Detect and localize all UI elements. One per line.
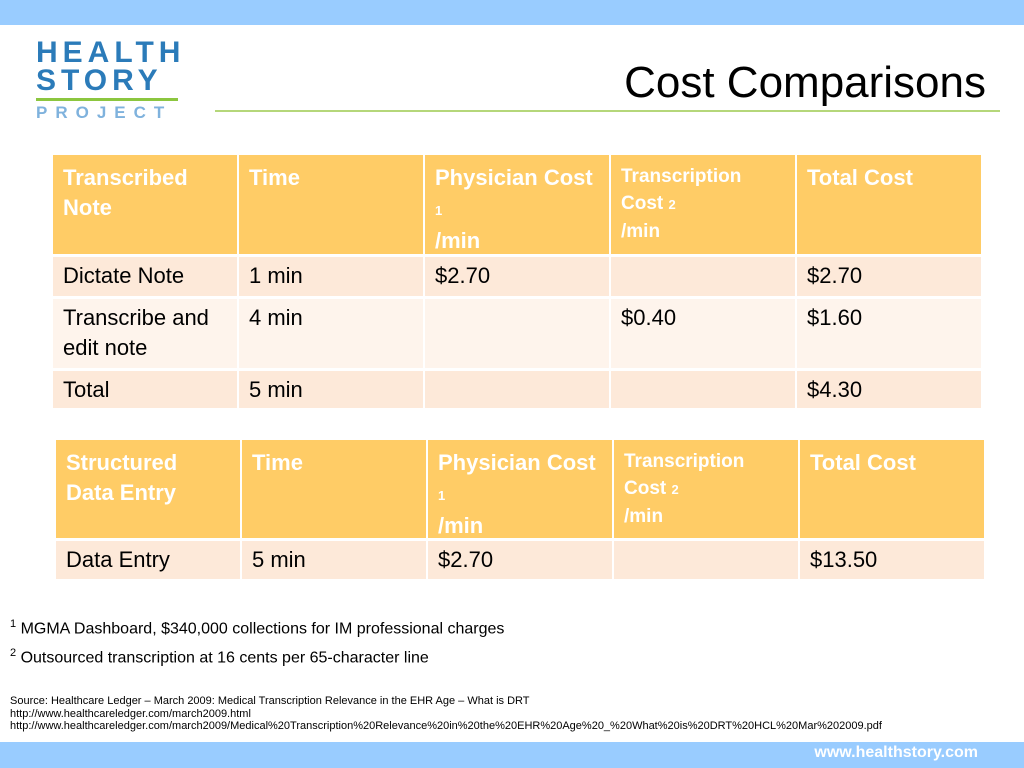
title-rule	[215, 110, 1000, 112]
unit: /min	[438, 513, 484, 538]
header-text: Structured Data Entry	[66, 450, 178, 505]
cell: 5 min	[239, 371, 425, 411]
header-text: Time	[249, 165, 300, 190]
title: Cost Comparisons	[624, 58, 986, 107]
cell: $2.70	[797, 257, 983, 299]
header-text: Physician Cost	[438, 450, 596, 475]
logo-line: PROJECT	[36, 103, 173, 122]
cell	[614, 541, 800, 582]
unit: /min	[435, 228, 481, 253]
note-mark: 1	[435, 203, 443, 218]
header-cell: Physician Cost 1/min	[425, 155, 611, 257]
cell: Transcribe and edit note	[53, 299, 239, 371]
cell: $0.40	[611, 299, 797, 371]
header-text: Transcribed Note	[63, 165, 188, 220]
cell	[611, 371, 797, 411]
source-line: http://www.healthcareledger.com/march200…	[10, 720, 882, 732]
bottom-bar	[0, 742, 1024, 768]
footnote-text: MGMA Dashboard, $340,000 collections for…	[20, 620, 505, 638]
footnote-text: Outsourced transcription at 16 cents per…	[20, 649, 429, 667]
header-cell: Total Cost	[800, 440, 986, 541]
source-line: Source: Healthcare Ledger – March 2009: …	[10, 695, 530, 707]
cell: $4.30	[797, 371, 983, 411]
unit: /min	[621, 221, 661, 242]
cell: Dictate Note	[53, 257, 239, 299]
cell	[425, 299, 611, 371]
header-text: Total Cost	[810, 450, 916, 475]
footnote-mark: 2	[10, 647, 17, 659]
cell: 1 min	[239, 257, 425, 299]
unit: /min	[624, 506, 664, 527]
cell: Total	[53, 371, 239, 411]
note-mark: 1	[438, 488, 446, 503]
cell: $13.50	[800, 541, 986, 582]
header-cell: Transcription Cost 2/min	[614, 440, 800, 541]
header-text: Transcription Cost	[621, 166, 742, 214]
cell: $2.70	[425, 257, 611, 299]
header-cell: Structured Data Entry	[56, 440, 242, 541]
footnote: 1 MGMA Dashboard, $340,000 collections f…	[10, 618, 504, 638]
cell	[425, 371, 611, 411]
cell: $2.70	[428, 541, 614, 582]
header-text: Transcription Cost	[624, 451, 745, 499]
logo-rule	[36, 98, 178, 101]
footnote-mark: 1	[10, 618, 17, 630]
cell	[611, 257, 797, 299]
header-cell: Transcribed Note	[53, 155, 239, 257]
header-text: Time	[252, 450, 303, 475]
logo-line: HEALTH	[36, 36, 186, 69]
note-mark: 2	[668, 197, 676, 212]
cell: 4 min	[239, 299, 425, 371]
source: Source: Healthcare Ledger – March 2009: …	[10, 695, 882, 733]
cell: Data Entry	[56, 541, 242, 582]
header-text: Total Cost	[807, 165, 913, 190]
header-text: Physician Cost	[435, 165, 593, 190]
footnote: 2 Outsourced transcription at 16 cents p…	[10, 647, 429, 667]
header-cell: Physician Cost 1/min	[428, 440, 614, 541]
header-cell: Time	[242, 440, 428, 541]
top-bar	[0, 0, 1024, 25]
header-cell: Time	[239, 155, 425, 257]
cell: $1.60	[797, 299, 983, 371]
header-cell: Transcription Cost 2/min	[611, 155, 797, 257]
logo-line: STORY	[36, 64, 163, 97]
cell: 5 min	[242, 541, 428, 582]
footer: www.healthstory.com	[814, 744, 978, 761]
source-line: http://www.healthcareledger.com/march200…	[10, 707, 251, 720]
header-cell: Total Cost	[797, 155, 983, 257]
note-mark: 2	[671, 482, 679, 497]
